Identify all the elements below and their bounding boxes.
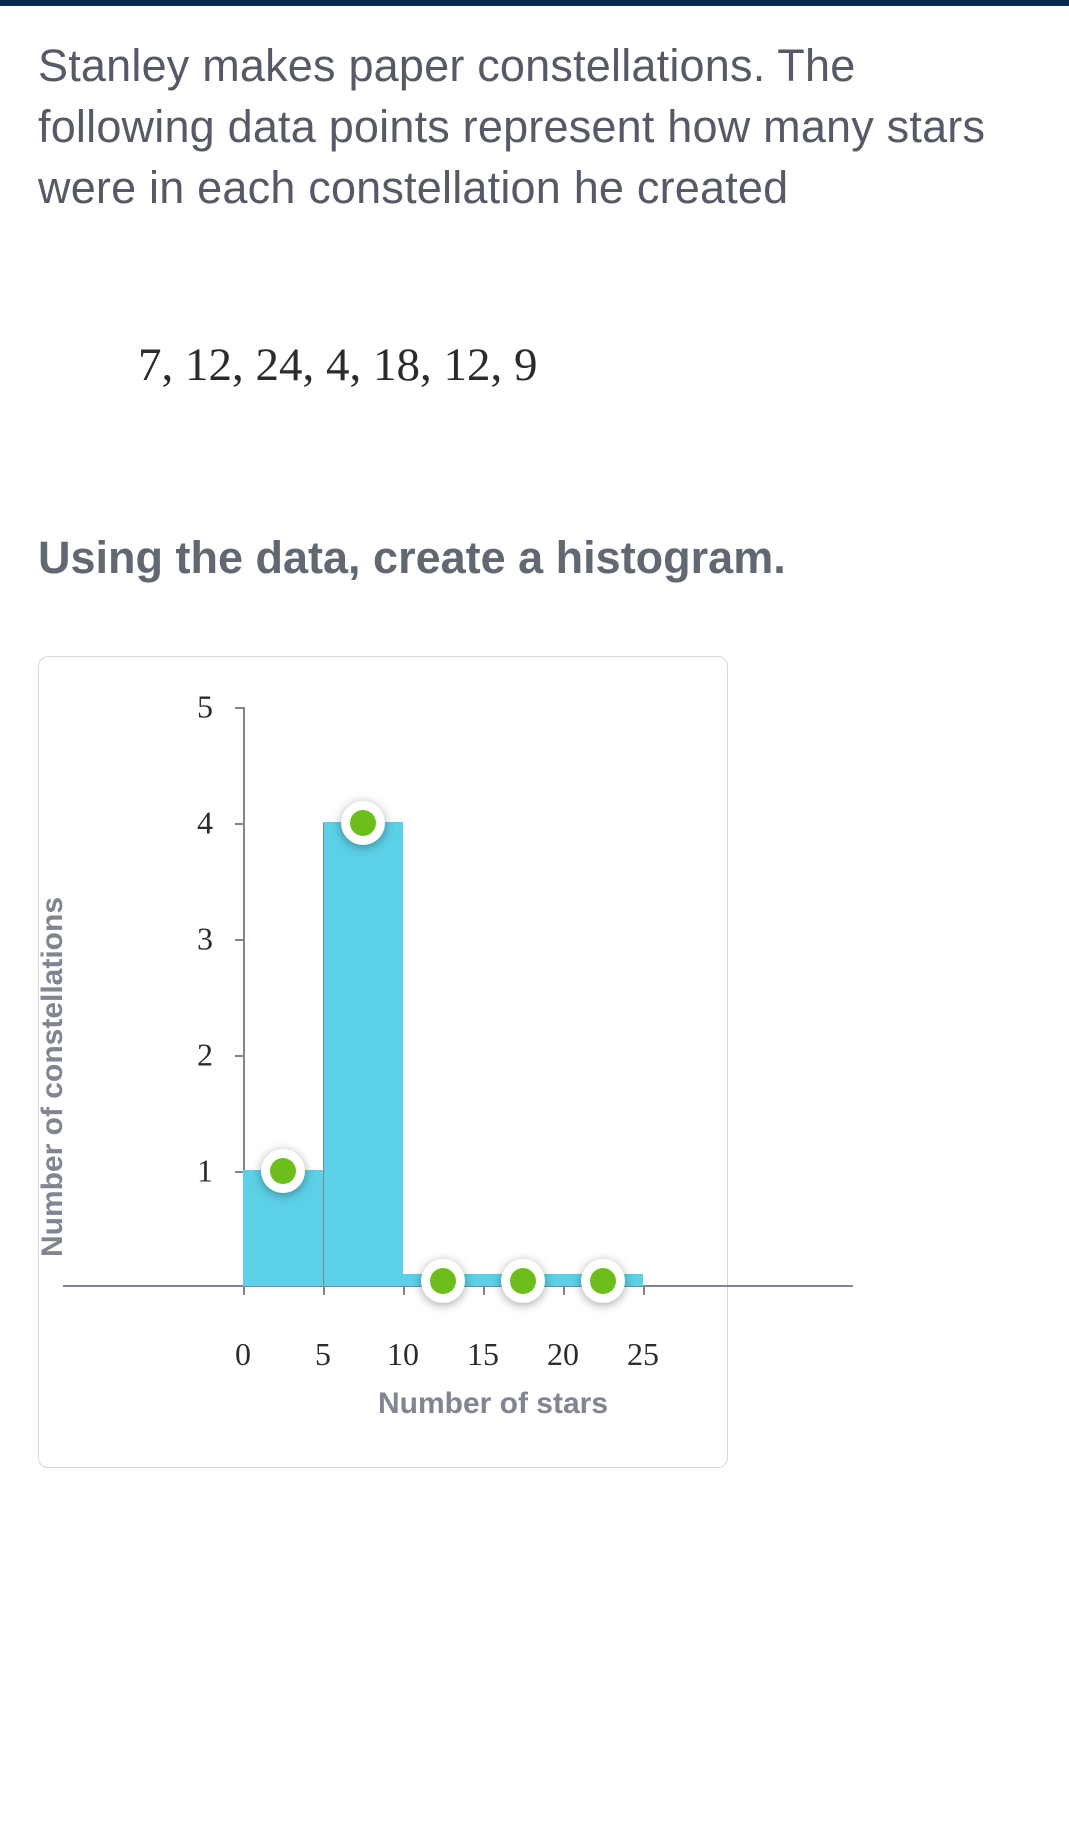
histogram-panel: Number of constellations 1 2 3 4 5 0 bbox=[38, 656, 728, 1468]
y-tick-label: 3 bbox=[197, 921, 213, 958]
y-tick bbox=[235, 823, 243, 825]
x-tick-label: 20 bbox=[547, 1336, 579, 1373]
x-tick bbox=[563, 1287, 565, 1295]
problem-intro: Stanley makes paper constellations. The … bbox=[38, 36, 1031, 218]
problem-instruction: Using the data, create a histogram. bbox=[38, 532, 1031, 584]
x-tick-label: 25 bbox=[627, 1336, 659, 1373]
handle-dot-icon bbox=[350, 810, 376, 836]
x-tick-label: 0 bbox=[235, 1336, 251, 1373]
y-tick-label: 1 bbox=[197, 1153, 213, 1190]
x-tick-label: 10 bbox=[387, 1336, 419, 1373]
handle-dot-icon bbox=[590, 1268, 616, 1294]
data-points-list: 7, 12, 24, 4, 18, 12, 9 bbox=[138, 338, 1031, 392]
y-axis-label: Number of constellations bbox=[36, 897, 70, 1257]
histogram-bar[interactable] bbox=[323, 822, 403, 1286]
x-tick bbox=[643, 1287, 645, 1295]
y-tick bbox=[235, 939, 243, 941]
x-tick-label: 15 bbox=[467, 1336, 499, 1373]
bar-divider bbox=[323, 823, 324, 1287]
x-tick bbox=[483, 1287, 485, 1295]
x-tick bbox=[243, 1287, 245, 1295]
x-axis-label: Number of stars bbox=[378, 1387, 608, 1421]
bar-handle[interactable] bbox=[501, 1259, 545, 1303]
x-tick bbox=[403, 1287, 405, 1295]
x-tick-label: 5 bbox=[315, 1336, 331, 1373]
handle-dot-icon bbox=[510, 1268, 536, 1294]
y-tick-label: 5 bbox=[197, 689, 213, 726]
x-tick bbox=[323, 1287, 325, 1295]
bar-handle[interactable] bbox=[421, 1259, 465, 1303]
y-tick bbox=[235, 1055, 243, 1057]
histogram-plot[interactable]: 1 2 3 4 5 0 5 10 15 20 bbox=[243, 707, 743, 1287]
y-tick bbox=[235, 1171, 243, 1173]
page-content: Stanley makes paper constellations. The … bbox=[0, 6, 1069, 1498]
bar-handle[interactable] bbox=[581, 1259, 625, 1303]
bar-handle[interactable] bbox=[261, 1149, 305, 1193]
y-tick bbox=[235, 707, 243, 709]
y-tick-label: 2 bbox=[197, 1037, 213, 1074]
y-tick-label: 4 bbox=[197, 805, 213, 842]
handle-dot-icon bbox=[270, 1158, 296, 1184]
bar-handle[interactable] bbox=[341, 801, 385, 845]
handle-dot-icon bbox=[430, 1268, 456, 1294]
